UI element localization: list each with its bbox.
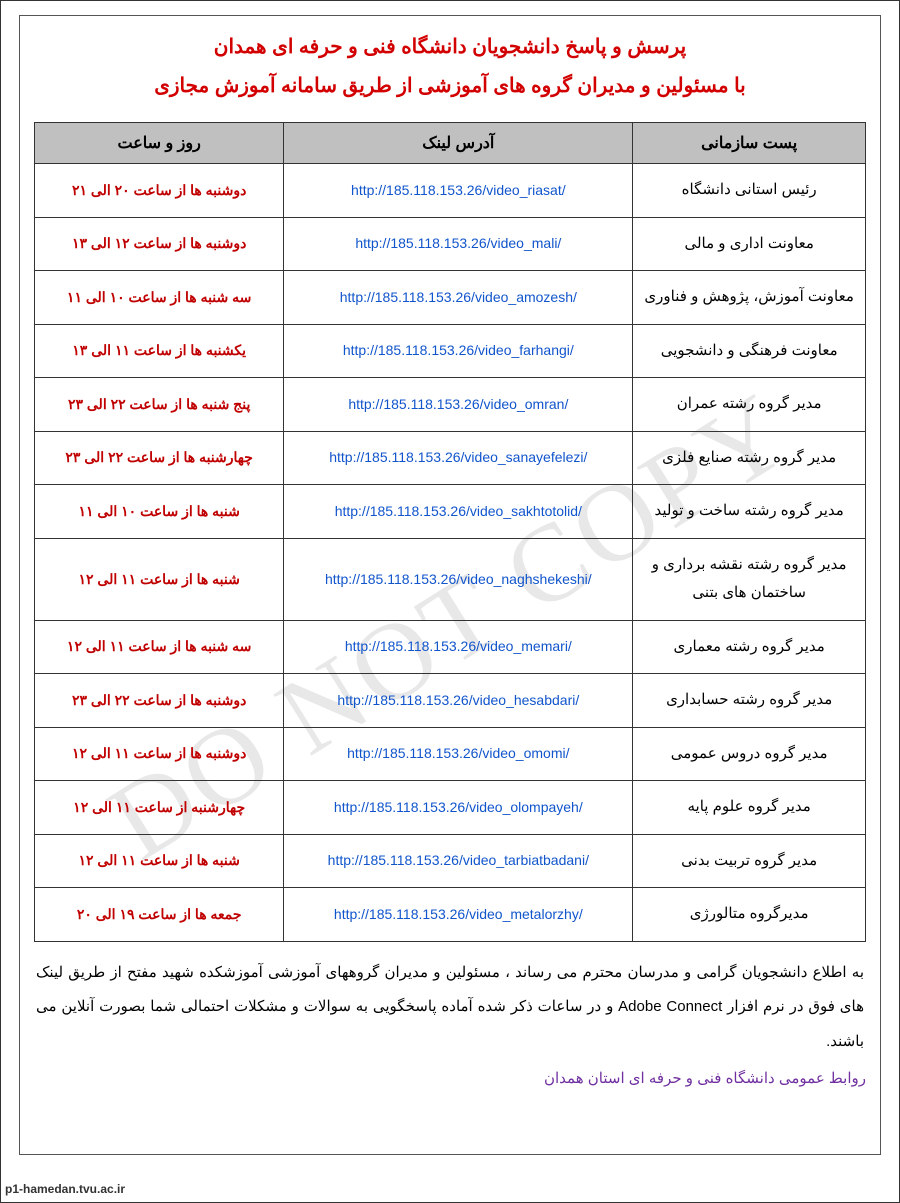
table-row: مدیرگروه متالورژی http://185.118.153.26/v… (35, 888, 866, 942)
session-link[interactable]: http://185.118.153.26/video_omran/ (348, 396, 568, 412)
time-cell: جمعه ها از ساعت ۱۹ الی ۲۰ (35, 888, 284, 942)
table-row: معاونت آموزش، پژوهش و فناوری http://185.1… (35, 271, 866, 325)
position-cell: معاونت فرهنگی و دانشجویی (633, 324, 866, 378)
time-cell: چهارشنبه از ساعت ۱۱ الی ۱۲ (35, 781, 284, 835)
table-row: مدیر گروه علوم پایه http://185.118.153.26… (35, 781, 866, 835)
notice-text: به اطلاع دانشجویان گرامی و مدرسان محترم … (36, 956, 864, 1060)
table-header-row: پست سازمانی آدرس لینک روز و ساعت (35, 123, 866, 164)
schedule-table: پست سازمانی آدرس لینک روز و ساعت رئیس اس… (34, 122, 866, 942)
session-link[interactable]: http://185.118.153.26/video_omomi/ (347, 745, 569, 761)
footer-url: p1-hamedan.tvu.ac.ir (5, 1182, 125, 1196)
table-row: مدیر گروه رشته ساخت و تولید http://185.11… (35, 485, 866, 539)
time-cell: دوشنبه ها از ساعت ۲۰ الی ۲۱ (35, 164, 284, 218)
time-cell: سه شنبه ها از ساعت ۱۰ الی ۱۱ (35, 271, 284, 325)
table-body: رئیس استانی دانشگاه http://185.118.153.26… (35, 164, 866, 942)
page-title: پرسش و پاسخ دانشجویان دانشگاه فنی و حرفه… (34, 34, 866, 59)
position-cell: مدیر گروه رشته حسابداری (633, 674, 866, 728)
link-cell: http://185.118.153.26/video_metalorzhy/ (284, 888, 633, 942)
position-cell: مدیر گروه علوم پایه (633, 781, 866, 835)
session-link[interactable]: http://185.118.153.26/video_naghshekeshi… (325, 571, 592, 587)
time-cell: شنبه ها از ساعت ۱۱ الی ۱۲ (35, 538, 284, 620)
session-link[interactable]: http://185.118.153.26/video_riasat/ (351, 182, 566, 198)
time-cell: سه شنبه ها از ساعت ۱۱ الی ۱۲ (35, 620, 284, 674)
link-cell: http://185.118.153.26/video_hesabdari/ (284, 674, 633, 728)
session-link[interactable]: http://185.118.153.26/video_metalorzhy/ (334, 906, 583, 922)
link-cell: http://185.118.153.26/video_tarbiatbadan… (284, 834, 633, 888)
table-row: معاونت فرهنگی و دانشجویی http://185.118.1… (35, 324, 866, 378)
signature-text: روابط عمومی دانشگاه فنی و حرفه ای استان … (34, 1069, 866, 1087)
position-cell: مدیر گروه تربیت بدنی (633, 834, 866, 888)
col-header-link: آدرس لینک (284, 123, 633, 164)
table-row: مدیر گروه رشته عمران http://185.118.153.2… (35, 378, 866, 432)
link-cell: http://185.118.153.26/video_amozesh/ (284, 271, 633, 325)
session-link[interactable]: http://185.118.153.26/video_farhangi/ (343, 342, 574, 358)
position-cell: مدیر گروه رشته صنایع فلزی (633, 431, 866, 485)
time-cell: دوشنبه ها از ساعت ۱۱ الی ۱۲ (35, 727, 284, 781)
session-link[interactable]: http://185.118.153.26/video_hesabdari/ (337, 692, 579, 708)
time-cell: پنج شنبه ها از ساعت ۲۲ الی ۲۳ (35, 378, 284, 432)
time-cell: دوشنبه ها از ساعت ۱۲ الی ۱۳ (35, 217, 284, 271)
document-body: پرسش و پاسخ دانشجویان دانشگاه فنی و حرفه… (19, 15, 881, 1155)
session-link[interactable]: http://185.118.153.26/video_sakhtotolid/ (335, 503, 582, 519)
time-cell: چهارشنبه ها از ساعت ۲۲ الی ۲۳ (35, 431, 284, 485)
position-cell: مدیرگروه متالورژی (633, 888, 866, 942)
position-cell: رئیس استانی دانشگاه (633, 164, 866, 218)
table-row: مدیر گروه تربیت بدنی http://185.118.153.2… (35, 834, 866, 888)
link-cell: http://185.118.153.26/video_sakhtotolid/ (284, 485, 633, 539)
session-link[interactable]: http://185.118.153.26/video_olompayeh/ (334, 799, 583, 815)
link-cell: http://185.118.153.26/video_omomi/ (284, 727, 633, 781)
position-cell: مدیر گروه رشته نقشه برداری و ساختمان های… (633, 538, 866, 620)
table-row: مدیر گروه رشته معماری http://185.118.153.… (35, 620, 866, 674)
position-cell: مدیر گروه رشته عمران (633, 378, 866, 432)
table-row: مدیر گروه دروس عمومی http://185.118.153.2… (35, 727, 866, 781)
session-link[interactable]: http://185.118.153.26/video_sanayefelezi… (329, 449, 587, 465)
session-link[interactable]: http://185.118.153.26/video_memari/ (345, 638, 572, 654)
position-cell: مدیر گروه رشته ساخت و تولید (633, 485, 866, 539)
position-cell: مدیر گروه دروس عمومی (633, 727, 866, 781)
time-cell: شنبه ها از ساعت ۱۱ الی ۱۲ (35, 834, 284, 888)
table-row: مدیر گروه رشته نقشه برداری و ساختمان های… (35, 538, 866, 620)
col-header-time: روز و ساعت (35, 123, 284, 164)
position-cell: معاونت آموزش، پژوهش و فناوری (633, 271, 866, 325)
page-subtitle: با مسئولین و مدیران گروه های آموزشی از ط… (34, 73, 866, 98)
position-cell: معاونت اداری و مالی (633, 217, 866, 271)
page-container: DO NOT COPY پرسش و پاسخ دانشجویان دانشگا… (0, 0, 900, 1203)
link-cell: http://185.118.153.26/video_omran/ (284, 378, 633, 432)
col-header-position: پست سازمانی (633, 123, 866, 164)
link-cell: http://185.118.153.26/video_sanayefelezi… (284, 431, 633, 485)
position-cell: مدیر گروه رشته معماری (633, 620, 866, 674)
link-cell: http://185.118.153.26/video_mali/ (284, 217, 633, 271)
session-link[interactable]: http://185.118.153.26/video_amozesh/ (340, 289, 577, 305)
table-row: مدیر گروه رشته حسابداری http://185.118.15… (35, 674, 866, 728)
table-row: معاونت اداری و مالی http://185.118.153.26… (35, 217, 866, 271)
time-cell: یکشنبه ها از ساعت ۱۱ الی ۱۳ (35, 324, 284, 378)
link-cell: http://185.118.153.26/video_olompayeh/ (284, 781, 633, 835)
table-row: مدیر گروه رشته صنایع فلزی http://185.118.… (35, 431, 866, 485)
link-cell: http://185.118.153.26/video_memari/ (284, 620, 633, 674)
session-link[interactable]: http://185.118.153.26/video_mali/ (355, 235, 561, 251)
time-cell: شنبه ها از ساعت ۱۰ الی ۱۱ (35, 485, 284, 539)
link-cell: http://185.118.153.26/video_naghshekeshi… (284, 538, 633, 620)
session-link[interactable]: http://185.118.153.26/video_tarbiatbadan… (328, 852, 589, 868)
table-row: رئیس استانی دانشگاه http://185.118.153.26… (35, 164, 866, 218)
link-cell: http://185.118.153.26/video_riasat/ (284, 164, 633, 218)
time-cell: دوشنبه ها از ساعت ۲۲ الی ۲۳ (35, 674, 284, 728)
link-cell: http://185.118.153.26/video_farhangi/ (284, 324, 633, 378)
